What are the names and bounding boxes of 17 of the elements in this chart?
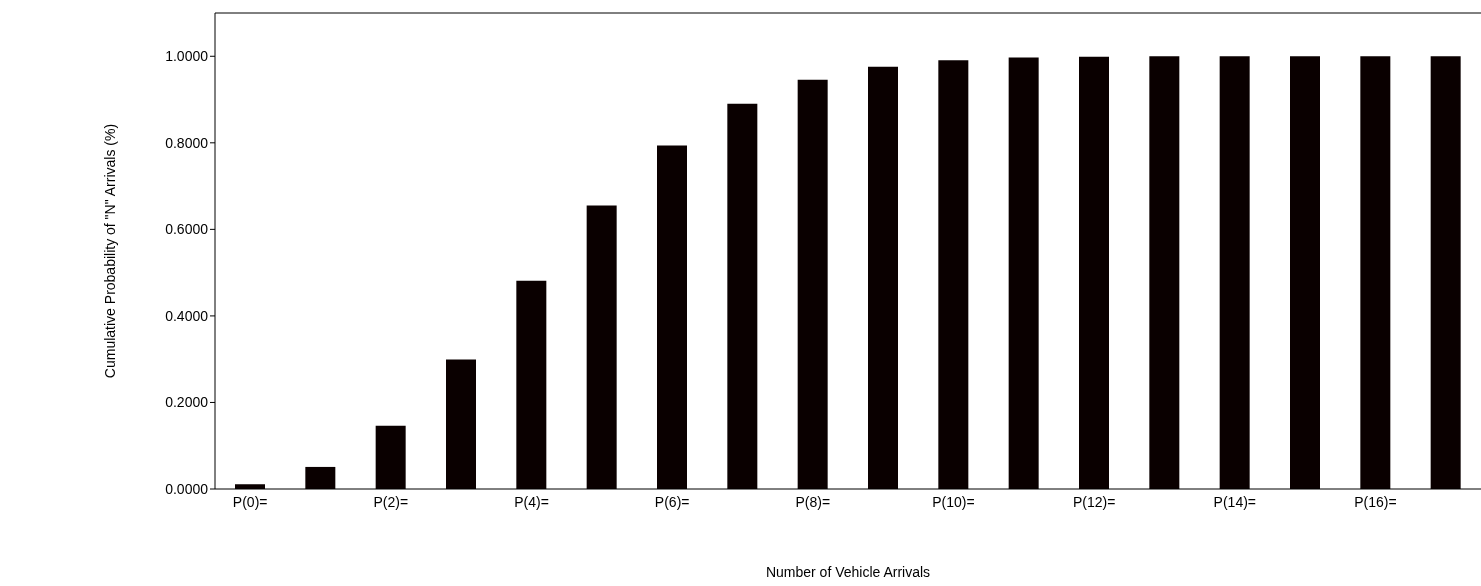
x-axis-title: Number of Vehicle Arrivals — [765, 564, 931, 580]
x-tick-label: P(10)= — [932, 493, 975, 510]
x-tick-label: P(0)= — [232, 493, 268, 510]
y-tick-label: 0.2000 — [165, 394, 209, 411]
y-tick-label: 0.6000 — [165, 221, 209, 238]
x-tick-label: P(4)= — [514, 493, 549, 510]
x-tick-label: P(8)= — [795, 493, 831, 510]
y-tick-label: 0.4000 — [165, 307, 209, 324]
x-tick-label: P(16)= — [1354, 493, 1397, 510]
y-tick-label: 0.0000 — [165, 480, 209, 497]
x-tick-label: P(14)= — [1213, 493, 1257, 510]
y-tick-label: 1.0000 — [165, 48, 209, 65]
y-tick-label: 0.8000 — [165, 134, 209, 151]
x-tick-label: P(2)= — [373, 493, 409, 510]
x-tick-label: P(6)= — [654, 493, 690, 510]
y-axis-title: Cumulative Probability of "N" Arrivals (%) — [101, 123, 118, 379]
x-tick-label: P(12)= — [1072, 493, 1116, 510]
